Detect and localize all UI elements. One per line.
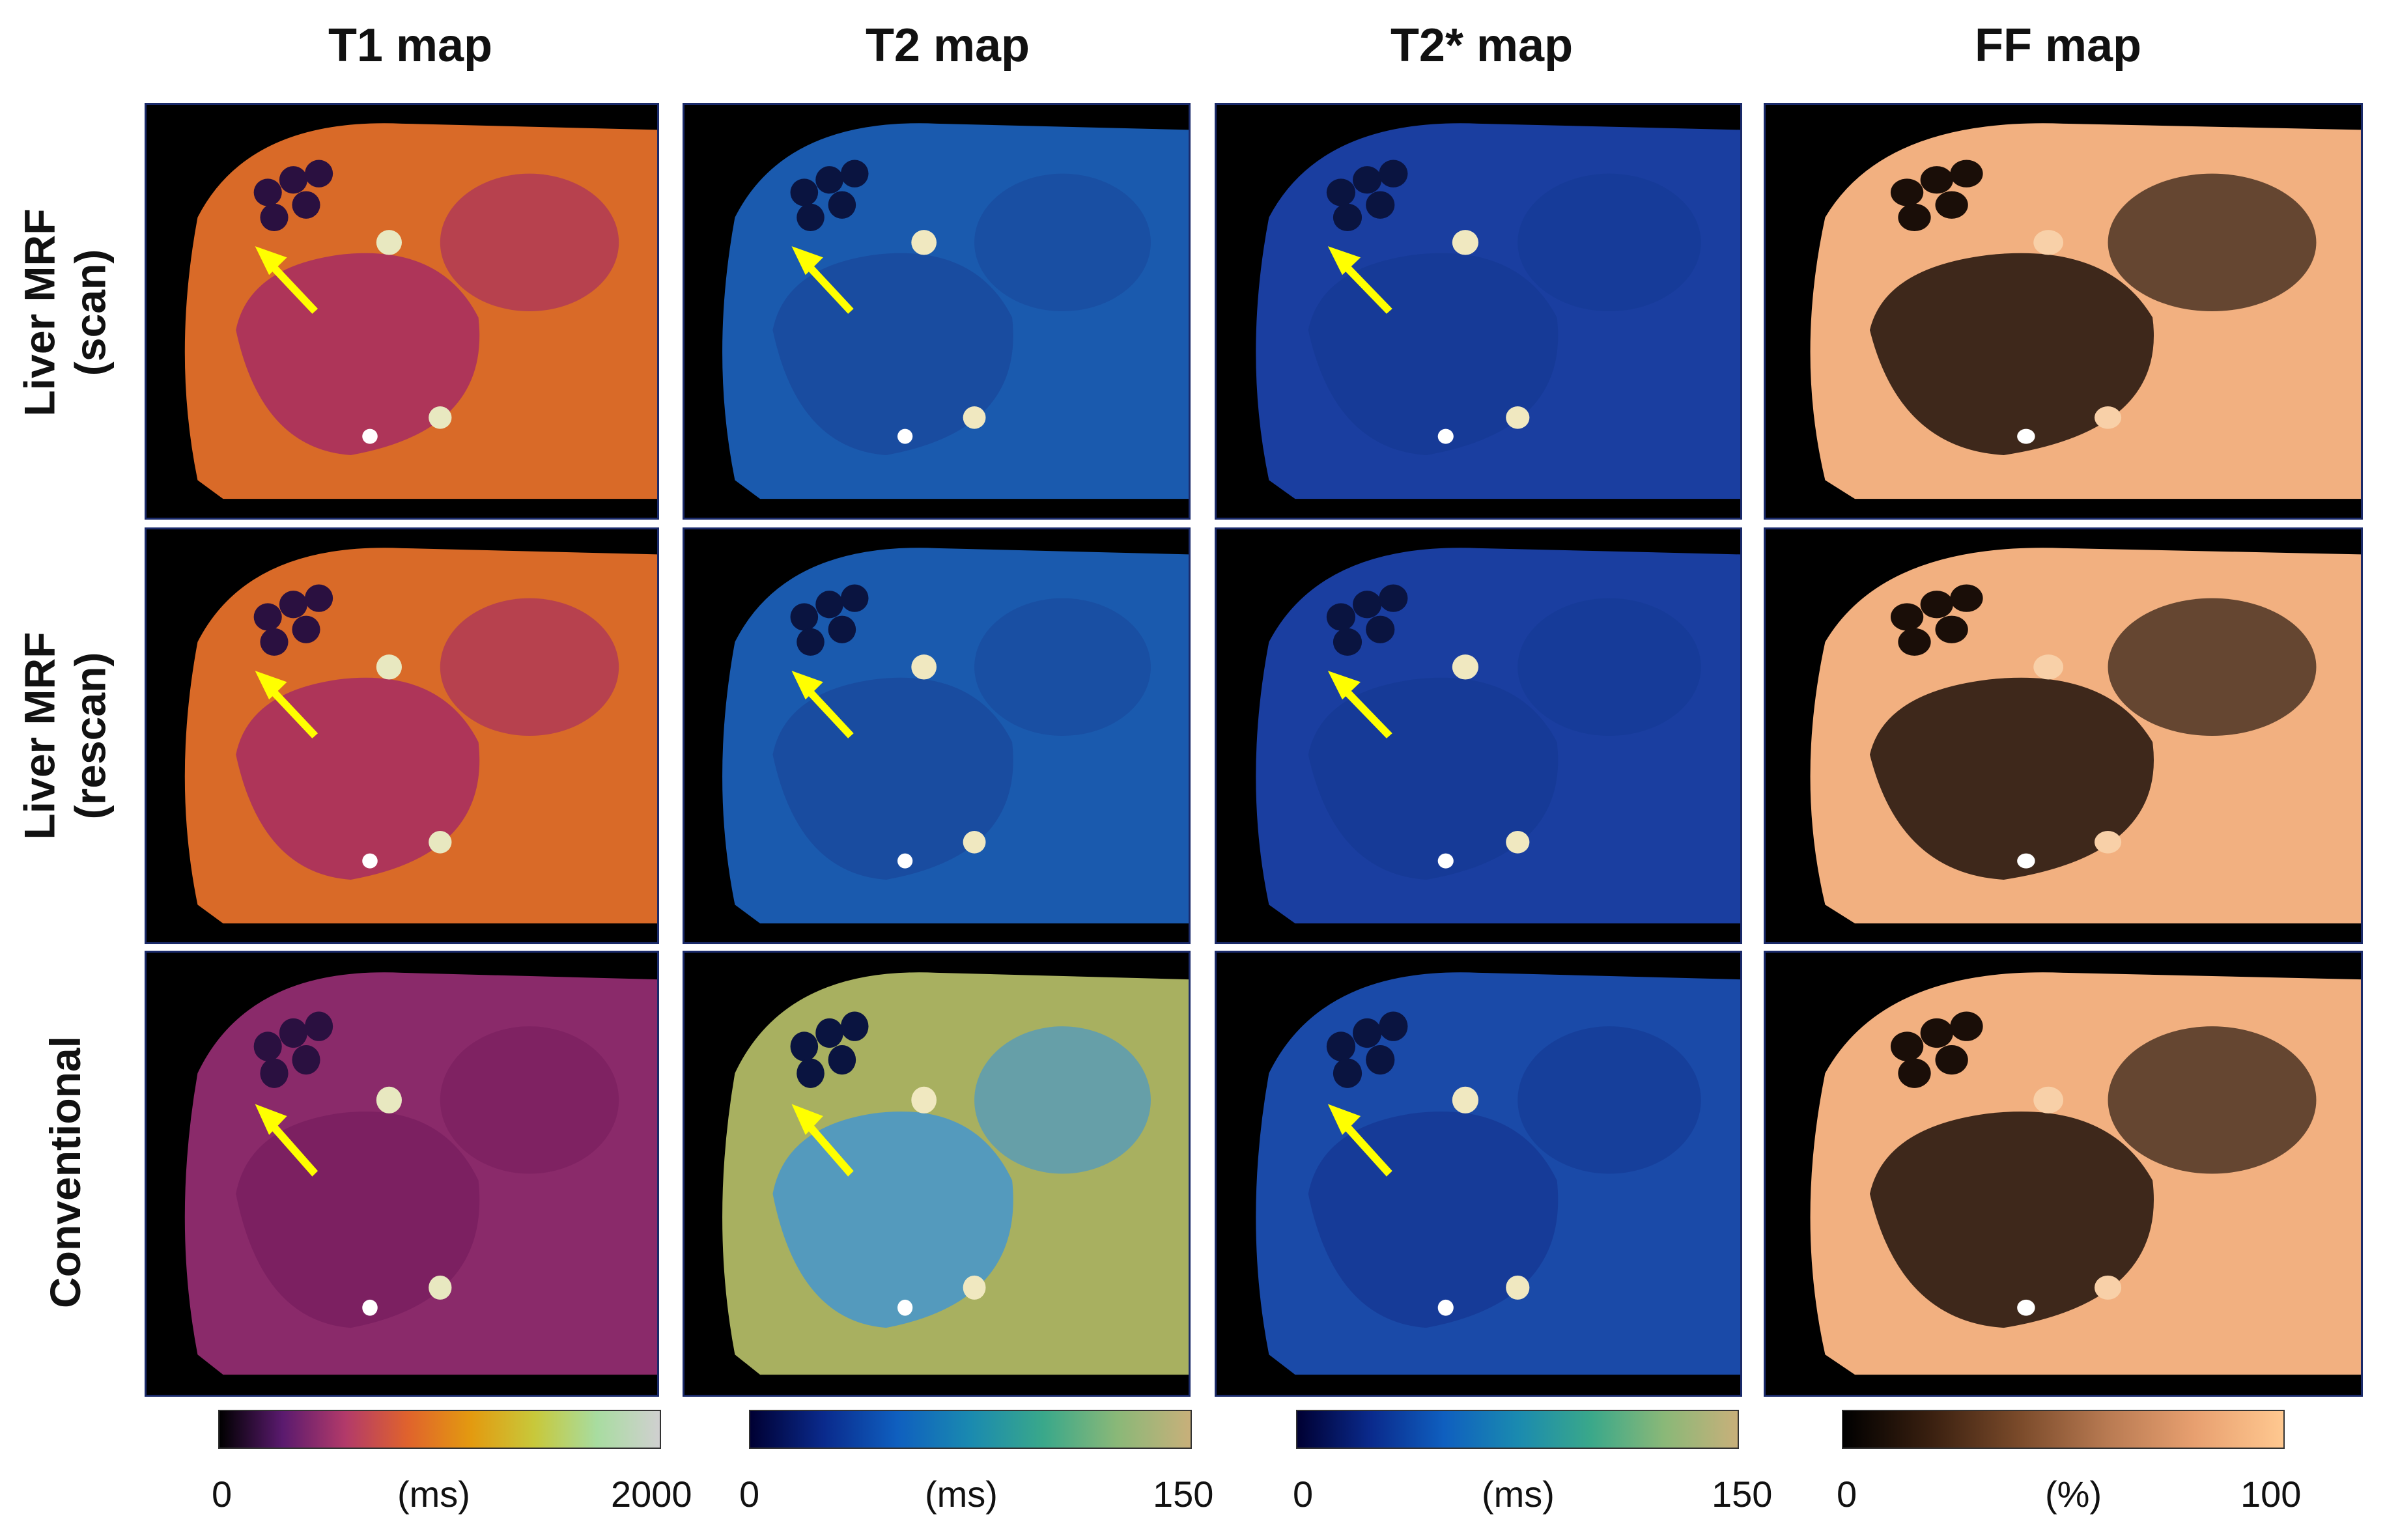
colorbar-ff-min: 0	[1837, 1474, 1857, 1515]
map-image-t1	[184, 123, 657, 499]
map-panel-t2star-row2	[1215, 527, 1742, 944]
arrow-icon	[255, 246, 318, 314]
map-panel-ff-row3	[1764, 951, 2363, 1397]
colorbar-t2-min: 0	[739, 1474, 760, 1515]
map-image-t2	[722, 548, 1189, 924]
column-title-t2star: T2* map	[1390, 20, 1574, 72]
map-panel-ff-row2	[1764, 527, 2363, 944]
map-panel-t1-row1	[145, 103, 659, 520]
map-image-t2	[722, 972, 1189, 1375]
colorbar-ff-unit: (%)	[2045, 1474, 2102, 1515]
map-panel-t2star-row1	[1215, 103, 1742, 520]
colorbar-t1-unit: (ms)	[397, 1474, 470, 1515]
arrow-icon	[255, 1104, 318, 1177]
colorbar-t2-unit: (ms)	[925, 1474, 998, 1515]
map-panel-t1-row2	[145, 527, 659, 944]
colorbar-ff	[1842, 1410, 2285, 1449]
row-label-rescan: Liver MRF (rescan)	[16, 632, 115, 840]
map-panel-ff-row1	[1764, 103, 2363, 520]
map-image-t1	[184, 548, 657, 924]
map-image-t2	[722, 123, 1189, 499]
map-panel-t2star-row3	[1215, 951, 1742, 1397]
map-panel-t2-row1	[683, 103, 1191, 520]
map-image-t2star	[1256, 123, 1740, 499]
arrow-icon	[1327, 246, 1392, 314]
map-image-ff	[1810, 123, 2361, 499]
map-image-ff	[1810, 972, 2361, 1375]
column-title-t2: T2 map	[865, 20, 1030, 72]
row-label-conventional: Conventional	[41, 1035, 90, 1309]
map-panel-t2-row3	[683, 951, 1191, 1397]
arrow-icon	[1327, 1104, 1392, 1177]
arrow-icon	[791, 671, 854, 738]
colorbar-t2star-min: 0	[1293, 1474, 1314, 1515]
arrow-icon	[1327, 671, 1392, 738]
map-image-t2star	[1256, 548, 1740, 924]
map-panel-t2-row2	[683, 527, 1191, 944]
colorbar-t2	[749, 1410, 1192, 1449]
colorbar-t2star-unit: (ms)	[1482, 1474, 1555, 1515]
colorbar-t1-min: 0	[212, 1474, 233, 1515]
colorbar-t1-max: 2000	[611, 1474, 692, 1515]
colorbar-t2-max: 150	[1153, 1474, 1214, 1515]
map-image-ff	[1810, 548, 2361, 924]
arrow-icon	[255, 671, 318, 738]
arrow-icon	[791, 246, 854, 314]
map-panel-t1-row3	[145, 951, 659, 1397]
colorbar-t1	[218, 1410, 661, 1449]
colorbar-t2star	[1296, 1410, 1739, 1449]
map-image-t2star	[1256, 972, 1740, 1375]
map-image-t1	[184, 972, 657, 1375]
column-title-t1: T1 map	[328, 20, 493, 72]
arrow-icon	[791, 1104, 854, 1177]
colorbar-t2star-max: 150	[1712, 1474, 1773, 1515]
column-title-ff: FF map	[1974, 20, 2141, 72]
row-label-scan: Liver MRF (scan)	[16, 208, 115, 417]
colorbar-ff-max: 100	[2240, 1474, 2302, 1515]
